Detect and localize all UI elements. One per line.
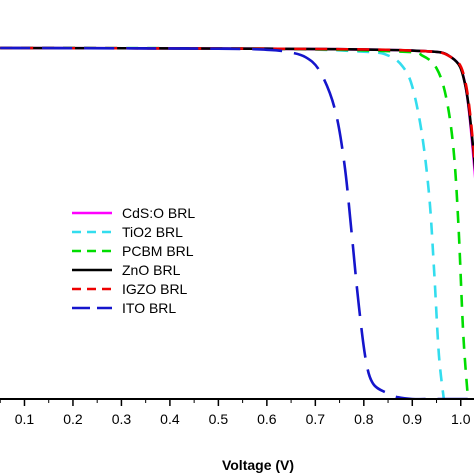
series-layer [0,46,474,399]
legend-label-5: ITO BRL [122,300,176,316]
legend-label-4: IGZO BRL [122,281,188,297]
legend-label-1: TiO2 BRL [122,224,183,240]
legend-label-2: PCBM BRL [122,243,194,259]
series-line-2 [0,46,470,399]
x-tick-label-9: 1.0 [451,411,471,427]
x-tick-label-2: 0.3 [112,411,132,427]
x-tick-label-4: 0.5 [209,411,229,427]
series-line-5 [0,46,474,399]
x-tick-label-3: 0.4 [160,411,180,427]
legend-label-0: CdS:O BRL [122,205,195,221]
x-axis-title: Voltage (V) [222,457,294,473]
x-tick-label-0: 0.1 [15,411,35,427]
x-tick-label-8: 0.9 [403,411,423,427]
x-tick-label-1: 0.2 [63,411,83,427]
x-tick-label-6: 0.7 [306,411,326,427]
x-tick-label-5: 0.6 [257,411,277,427]
legend-label-3: ZnO BRL [122,262,181,278]
x-tick-label-7: 0.8 [354,411,374,427]
legend: CdS:O BRL TiO2 BRL PCBM BRL ZnO BRL IGZO BRL… [72,205,195,316]
x-ticks-layer: 0.1 0.2 0.3 0.4 0.5 0.6 0.7 0.8 0.9 1.0 [0,399,471,427]
series-line-1 [0,46,446,399]
